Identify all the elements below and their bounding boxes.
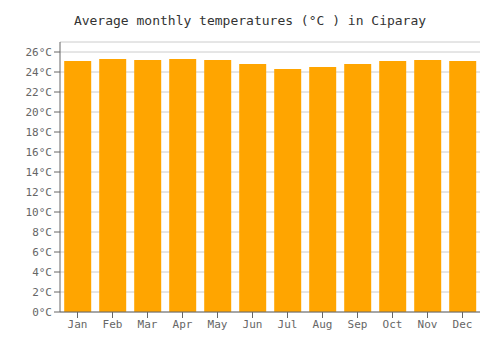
svg-text:Feb: Feb bbox=[103, 318, 123, 331]
svg-text:May: May bbox=[208, 318, 228, 331]
svg-text:2°C: 2°C bbox=[32, 286, 52, 299]
svg-text:4°C: 4°C bbox=[32, 266, 52, 279]
svg-text:18°C: 18°C bbox=[26, 126, 53, 139]
svg-text:Apr: Apr bbox=[173, 318, 193, 331]
svg-text:24°C: 24°C bbox=[26, 66, 53, 79]
svg-text:0°C: 0°C bbox=[32, 306, 52, 319]
svg-text:20°C: 20°C bbox=[26, 106, 53, 119]
svg-text:26°C: 26°C bbox=[26, 46, 53, 59]
svg-text:22°C: 22°C bbox=[26, 86, 53, 99]
svg-text:Jun: Jun bbox=[243, 318, 263, 331]
svg-text:10°C: 10°C bbox=[26, 206, 53, 219]
svg-text:Oct: Oct bbox=[383, 318, 403, 331]
svg-text:6°C: 6°C bbox=[32, 246, 52, 259]
svg-text:Mar: Mar bbox=[138, 318, 158, 331]
svg-text:Sep: Sep bbox=[348, 318, 368, 331]
svg-text:Nov: Nov bbox=[418, 318, 438, 331]
svg-text:12°C: 12°C bbox=[26, 186, 53, 199]
svg-text:8°C: 8°C bbox=[32, 226, 52, 239]
svg-text:14°C: 14°C bbox=[26, 166, 53, 179]
svg-text:Jan: Jan bbox=[68, 318, 88, 331]
svg-text:Dec: Dec bbox=[453, 318, 473, 331]
svg-text:Aug: Aug bbox=[313, 318, 333, 331]
html-text:Average monthly temperatures (: Average monthly temperatures (°C ) in Ci… bbox=[73, 13, 427, 28]
svg-text:16°C: 16°C bbox=[26, 146, 53, 159]
svg-text:Jul: Jul bbox=[278, 318, 298, 331]
